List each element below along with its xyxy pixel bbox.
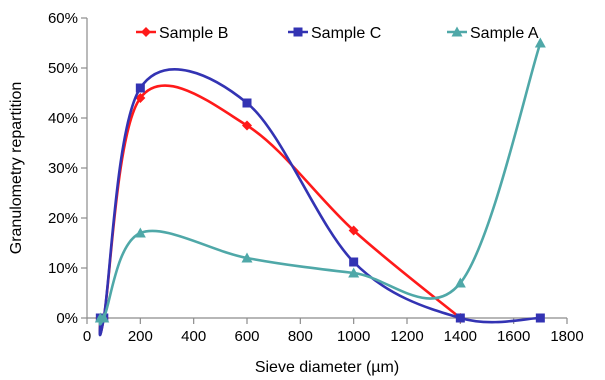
x-tick-label: 400 xyxy=(181,328,206,345)
x-tick-label: 1600 xyxy=(497,328,530,345)
x-axis-title: Sieve diameter (µm) xyxy=(255,359,399,376)
x-tick-label: 0 xyxy=(83,328,91,345)
series-line xyxy=(98,68,542,337)
plot-area xyxy=(86,18,567,319)
y-tick-label: 60% xyxy=(48,10,78,27)
data-point xyxy=(535,313,545,323)
y-tick-label: 0% xyxy=(56,310,78,327)
series-line xyxy=(98,41,542,326)
legend-item: Sample C xyxy=(288,25,381,42)
y-axis-title: Granulometry repartition xyxy=(8,82,25,255)
legend-item: Sample B xyxy=(136,25,228,42)
series-sample-c xyxy=(95,68,545,337)
series-sample-b xyxy=(95,84,466,336)
data-point xyxy=(241,252,253,263)
y-tick-label: 50% xyxy=(48,60,78,77)
x-tick-label: 1200 xyxy=(390,328,423,345)
x-tick-label: 200 xyxy=(128,328,153,345)
data-point xyxy=(349,257,359,267)
data-point xyxy=(242,120,252,131)
legend-item: Sample A xyxy=(447,25,539,42)
x-axis-ticks: 0 200 400 600 800 1000 1200 1400 1600 1800 xyxy=(83,318,584,345)
legend-label: Sample B xyxy=(159,25,228,42)
x-tick-label: 1400 xyxy=(444,328,477,345)
legend: Sample B Sample C Sample A xyxy=(136,25,539,42)
x-tick-label: 800 xyxy=(288,328,313,345)
data-point xyxy=(454,277,466,288)
x-tick-label: 1000 xyxy=(337,328,370,345)
legend-marker xyxy=(451,26,463,37)
data-point xyxy=(134,227,146,238)
legend-label: Sample A xyxy=(470,25,539,42)
legend-marker xyxy=(293,27,303,37)
data-point xyxy=(348,267,360,278)
y-axis-ticks: 0% 10% 20% 30% 40% 50% 60% xyxy=(48,10,87,327)
data-point xyxy=(135,83,145,93)
x-tick-label: 1800 xyxy=(550,328,583,345)
legend-marker xyxy=(141,27,151,37)
y-tick-label: 30% xyxy=(48,160,78,177)
data-point xyxy=(455,313,465,323)
data-point xyxy=(534,37,546,48)
series-line xyxy=(98,84,462,336)
data-point xyxy=(348,225,359,236)
y-tick-label: 40% xyxy=(48,110,78,127)
series-layer xyxy=(94,37,546,337)
y-tick-label: 20% xyxy=(48,210,78,227)
y-tick-label: 10% xyxy=(48,260,78,277)
data-point xyxy=(135,93,146,103)
data-point xyxy=(242,98,252,108)
legend-label: Sample C xyxy=(311,25,381,42)
x-tick-label: 600 xyxy=(234,328,259,345)
series-sample-a xyxy=(94,37,546,326)
data-point xyxy=(98,312,110,323)
